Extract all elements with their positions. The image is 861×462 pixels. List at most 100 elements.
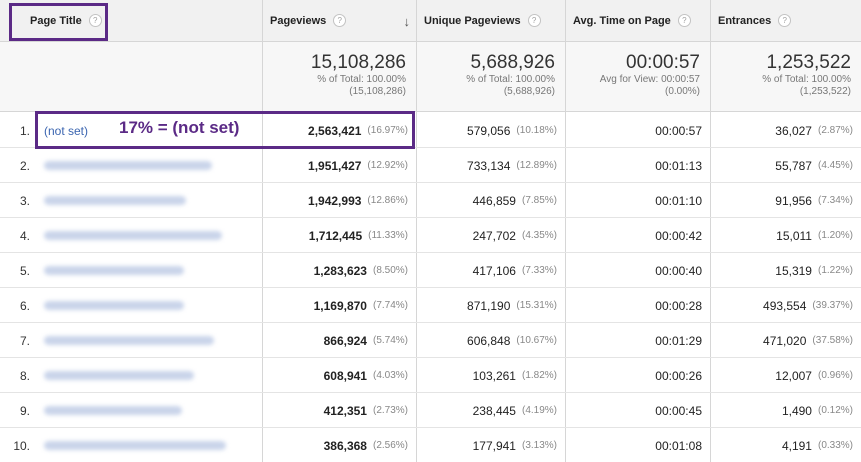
pageviews-value: 1,169,870 [313,298,367,313]
row-number: 2. [19,158,30,173]
unique-pageviews-cell: 177,941 (3.13%) [417,428,557,462]
row-index: 10. [0,428,30,462]
avg-time-cell: 00:00:57 [566,113,702,148]
avg-time-value: 00:00:42 [655,228,702,243]
pageviews-value: 1,712,445 [308,228,363,243]
page-title-link[interactable] [44,253,254,288]
unique-pageviews-percent: (4.19%) [521,405,557,416]
page-title-link[interactable] [44,358,254,393]
pageviews-value: 1,283,623 [313,263,367,278]
entrances-cell: 1,490 (0.12%) [711,393,853,428]
avg-time-value: 00:00:45 [655,403,702,418]
entrances-cell: 12,007 (0.96%) [711,358,853,393]
pageviews-value: 412,351 [323,403,367,418]
entrances-value: 55,787 [775,158,812,173]
header-label: Pageviews [270,14,327,27]
page-title-link[interactable] [44,428,254,462]
redacted-title [44,301,184,310]
pageviews-cell: 1,951,427 (12.92%) [263,148,408,183]
table-row: 9. 412,351 (2.73%) 238,445 (4.19%) 00:00:45 1,… [0,393,861,428]
column-divider [416,0,417,462]
row-number: 3. [19,193,30,208]
unique-pageviews-cell: 238,445 (4.19%) [417,393,557,428]
totals-title-cell [0,42,262,112]
header-label: Avg. Time on Page [573,14,671,27]
page-title-link[interactable] [44,288,254,323]
pageviews-cell: 386,368 (2.56%) [263,428,408,462]
unique-pageviews-value: 579,056 [467,123,511,138]
unique-pageviews-value: 606,848 [467,333,511,348]
avg-time-cell: 00:00:45 [566,393,702,428]
table-row: 3. 1,942,993 (12.86%) 446,859 (7.85%) 00:01:1… [0,183,861,218]
pageviews-percent: (12.86%) [367,195,408,206]
sort-descending-icon[interactable]: ↓ [403,14,411,29]
pageviews-percent: (7.74%) [372,300,408,311]
header-unique-pageviews[interactable]: Unique Pageviews ? [417,0,565,42]
unique-pageviews-percent: (4.35%) [521,230,557,241]
page-title-link[interactable] [44,183,254,218]
pageviews-value: 866,924 [323,333,367,348]
page-title-link[interactable] [44,393,254,428]
entrances-cell: 15,319 (1.22%) [711,253,853,288]
row-index: 1. [0,113,30,148]
pageviews-cell: 1,942,993 (12.86%) [263,183,408,218]
row-number: 1. [19,123,30,138]
help-icon[interactable]: ? [677,14,691,27]
redacted-title [44,161,212,170]
pageviews-value: 2,563,421 [308,123,362,138]
pageviews-percent: (12.92%) [367,160,408,171]
entrances-value: 4,191 [781,438,812,453]
avg-time-value: 00:01:29 [655,333,702,348]
table-row: 5. 1,283,623 (8.50%) 417,106 (7.33%) 00:00:40… [0,253,861,288]
header-pageviews[interactable]: Pageviews ? ↓ [263,0,416,42]
total-absolute: (1,253,522) [799,86,851,97]
avg-time-cell: 00:01:10 [566,183,702,218]
pageviews-cell: 1,712,445 (11.33%) [263,218,408,253]
entrances-percent: (7.34%) [817,195,853,206]
pageviews-cell: 866,924 (5.74%) [263,323,408,358]
entrances-value: 36,027 [775,123,812,138]
page-title-link[interactable] [44,323,254,358]
header-label: Entrances [718,14,772,27]
table-row: 1. (not set) 2,563,421 (16.97%) 579,056 (10.1… [0,113,861,148]
header-entrances[interactable]: Entrances ? [711,0,861,42]
header-page-title[interactable]: Page Title ? [0,0,262,42]
total-share: % of Total: 100.00% [466,74,555,85]
total-share: Avg for View: 00:00:57 [599,74,700,85]
redacted-title [44,196,186,205]
entrances-value: 1,490 [781,403,812,418]
table-row: 6. 1,169,870 (7.74%) 871,190 (15.31%) 00:00:2… [0,288,861,323]
help-icon[interactable]: ? [527,14,541,27]
table-row: 7. 866,924 (5.74%) 606,848 (10.67%) 00:01:29 4… [0,323,861,358]
unique-pageviews-percent: (10.67%) [516,335,557,346]
entrances-cell: 4,191 (0.33%) [711,428,853,462]
header-avg-time-on-page[interactable]: Avg. Time on Page ? [566,0,710,42]
avg-time-value: 00:00:28 [655,298,702,313]
unique-pageviews-percent: (1.82%) [521,370,557,381]
help-icon[interactable]: ? [88,14,102,27]
pageviews-cell: 1,169,870 (7.74%) [263,288,408,323]
row-index: 4. [0,218,30,253]
unique-pageviews-cell: 579,056 (10.18%) [417,113,557,148]
avg-time-value: 00:01:08 [655,438,702,453]
row-number: 4. [19,228,30,243]
entrances-value: 12,007 [775,368,812,383]
help-icon[interactable]: ? [778,14,792,27]
entrances-cell: 15,011 (1.20%) [711,218,853,253]
page-title-link[interactable] [44,218,254,253]
table-row: 10. 386,368 (2.56%) 177,941 (3.13%) 00:01:08 4… [0,428,861,462]
row-index: 2. [0,148,30,183]
total-value: 15,108,286 [310,52,406,73]
pageviews-percent: (2.56%) [372,440,408,451]
entrances-percent: (0.33%) [817,440,853,451]
page-title-link[interactable]: (not set) [44,113,254,148]
avg-time-value: 00:01:10 [655,193,702,208]
redacted-title [44,441,226,450]
unique-pageviews-percent: (7.33%) [521,265,557,276]
redacted-title [44,371,194,380]
page-title-link[interactable] [44,148,254,183]
total-absolute: (5,688,926) [503,86,555,97]
pageviews-percent: (11.33%) [368,230,408,241]
unique-pageviews-cell: 606,848 (10.67%) [417,323,557,358]
help-icon[interactable]: ? [333,14,347,27]
